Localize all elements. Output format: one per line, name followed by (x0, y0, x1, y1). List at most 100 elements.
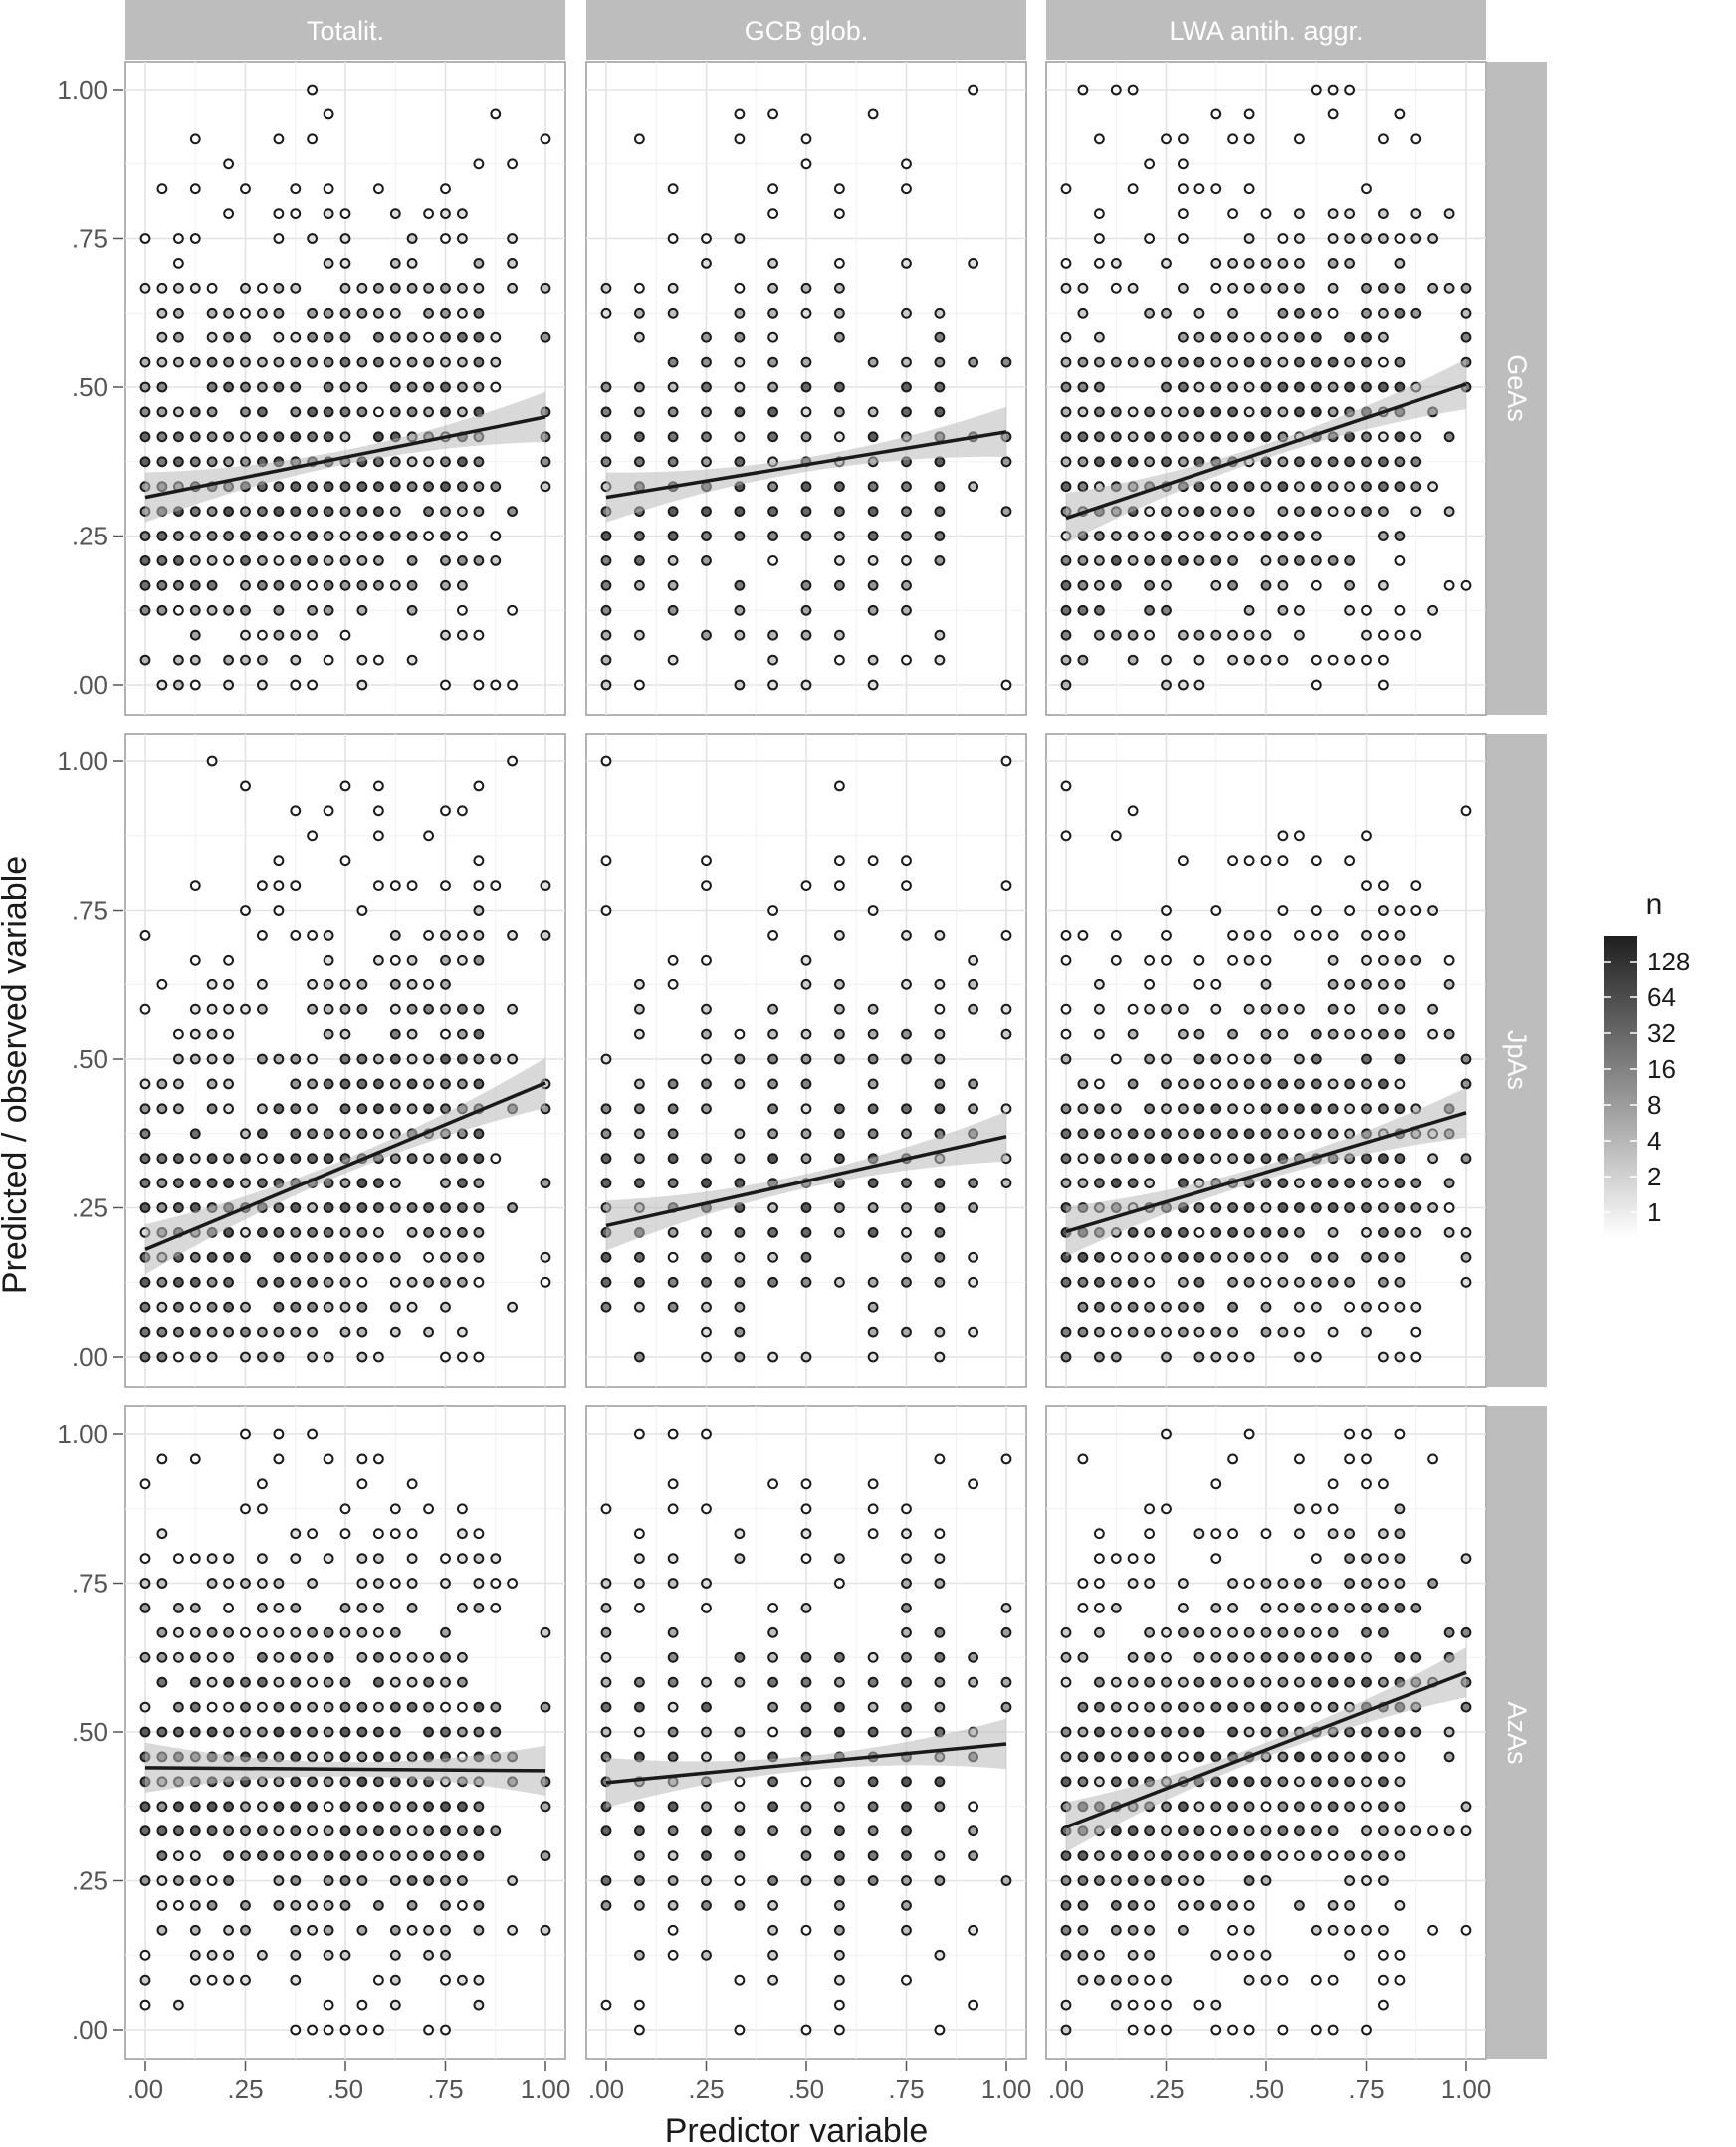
regression-line (605, 1135, 1007, 1228)
data-point (1260, 1028, 1272, 1040)
data-point (473, 679, 485, 691)
data-point (406, 1028, 418, 1040)
data-point (156, 978, 168, 990)
data-point (1210, 1626, 1222, 1638)
data-point (1210, 1949, 1222, 1961)
data-point (139, 1103, 151, 1115)
data-point (834, 855, 845, 867)
data-point (406, 1850, 418, 1861)
data-point (356, 1103, 368, 1115)
data-point (307, 406, 319, 418)
data-point (1443, 579, 1455, 591)
data-point (339, 233, 351, 244)
data-point (767, 1875, 778, 1886)
data-point (440, 331, 451, 343)
data-point (1144, 604, 1155, 616)
data-point (1277, 1202, 1289, 1213)
data-point (1178, 1227, 1189, 1238)
data-point (1243, 1227, 1255, 1238)
regression-line (605, 430, 1007, 500)
data-point (139, 1326, 151, 1338)
data-point (1194, 654, 1205, 666)
panels-layer (124, 61, 1487, 2060)
data-point (734, 356, 746, 368)
data-point (1178, 1825, 1189, 1837)
data-point (540, 282, 551, 294)
data-point (356, 1875, 368, 1886)
data-point (339, 629, 351, 641)
data-point (834, 1276, 845, 1288)
y-tick-label: .75 (72, 224, 108, 254)
panel-geas-2 (1045, 61, 1487, 716)
data-point (240, 1974, 251, 1986)
data-point (356, 506, 368, 517)
data-point (406, 1153, 418, 1165)
data-point (440, 1178, 451, 1188)
data-point (934, 1078, 946, 1090)
data-point (206, 406, 218, 418)
data-point (767, 1078, 778, 1090)
data-point (540, 1626, 551, 1638)
data-point (189, 629, 201, 641)
data-point (800, 133, 812, 145)
data-point (1178, 1726, 1189, 1738)
data-point (600, 1153, 612, 1165)
data-point (139, 406, 151, 418)
data-point (423, 1825, 435, 1837)
data-point (767, 905, 778, 916)
data-point (1094, 1578, 1105, 1589)
data-point (1361, 1875, 1372, 1886)
data-point (189, 1900, 201, 1911)
data-point (189, 233, 201, 244)
data-point (356, 1751, 368, 1763)
data-point (1194, 954, 1205, 966)
data-point (139, 1003, 151, 1015)
data-point (473, 1003, 485, 1015)
data-point (323, 954, 334, 966)
data-point (1378, 1202, 1389, 1213)
data-point (406, 1751, 418, 1763)
data-point (1110, 84, 1122, 96)
data-point (423, 381, 435, 393)
data-point (1060, 1726, 1072, 1738)
data-point (1344, 1453, 1355, 1465)
data-point (1094, 1603, 1105, 1613)
data-point (339, 1701, 351, 1713)
data-point (139, 1128, 151, 1140)
data-point (1094, 1103, 1105, 1115)
data-point (701, 506, 712, 517)
data-point (1060, 954, 1072, 966)
data-point (473, 1603, 485, 1613)
data-point (968, 1103, 978, 1115)
data-point (1060, 1003, 1072, 1015)
data-point (634, 1726, 645, 1738)
data-point (1361, 629, 1372, 641)
data-point (901, 654, 912, 666)
data-point (457, 805, 468, 817)
data-point (257, 1553, 268, 1564)
data-point (423, 1053, 435, 1065)
data-point (1161, 258, 1172, 269)
data-point (734, 1251, 746, 1263)
data-point (734, 456, 746, 468)
data-point (934, 1553, 946, 1564)
data-point (667, 233, 679, 244)
data-point (1227, 555, 1238, 566)
data-point (1243, 930, 1255, 941)
data-point (667, 456, 679, 468)
data-point (1178, 855, 1189, 867)
data-point (1178, 1153, 1189, 1165)
data-point (867, 406, 879, 418)
data-point (1210, 1528, 1222, 1540)
data-point (406, 356, 418, 368)
data-point (240, 1801, 251, 1813)
data-point (1000, 506, 1012, 517)
data-point (206, 1651, 218, 1663)
data-point (1260, 654, 1272, 666)
data-point (701, 1178, 712, 1188)
column-strip-bg (586, 0, 1026, 60)
data-point (1394, 1202, 1406, 1213)
data-point (667, 1924, 679, 1936)
data-point (1077, 604, 1089, 616)
data-point (339, 1202, 351, 1213)
